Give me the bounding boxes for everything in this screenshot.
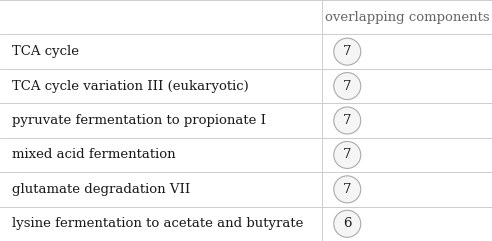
- Ellipse shape: [334, 141, 361, 168]
- Text: 7: 7: [343, 148, 351, 161]
- Ellipse shape: [334, 38, 361, 65]
- Text: glutamate degradation VII: glutamate degradation VII: [12, 183, 190, 196]
- Text: TCA cycle variation III (eukaryotic): TCA cycle variation III (eukaryotic): [12, 80, 249, 93]
- Text: lysine fermentation to acetate and butyrate: lysine fermentation to acetate and butyr…: [12, 217, 304, 230]
- Text: 7: 7: [343, 114, 351, 127]
- Text: TCA cycle: TCA cycle: [12, 45, 79, 58]
- Text: 6: 6: [343, 217, 351, 230]
- Text: 7: 7: [343, 80, 351, 93]
- Text: 7: 7: [343, 45, 351, 58]
- Ellipse shape: [334, 176, 361, 203]
- Ellipse shape: [334, 73, 361, 100]
- Text: 7: 7: [343, 183, 351, 196]
- Ellipse shape: [334, 107, 361, 134]
- Ellipse shape: [334, 210, 361, 237]
- Text: mixed acid fermentation: mixed acid fermentation: [12, 148, 176, 161]
- Text: overlapping components: overlapping components: [325, 11, 490, 24]
- Text: pyruvate fermentation to propionate I: pyruvate fermentation to propionate I: [12, 114, 266, 127]
